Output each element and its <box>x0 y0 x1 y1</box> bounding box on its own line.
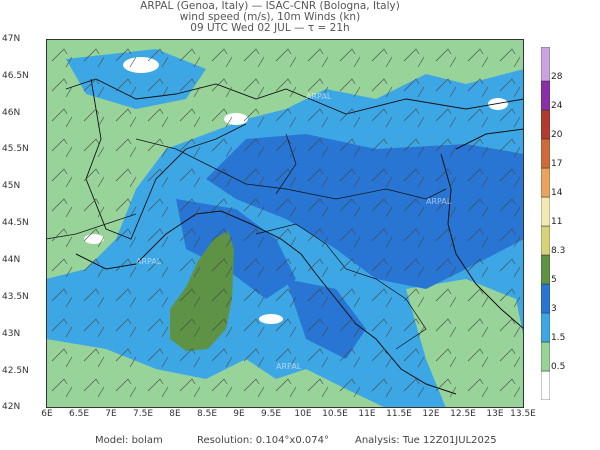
lat-label: 42.5N <box>2 366 29 376</box>
lat-label: 46N <box>2 108 21 118</box>
title-line-2: wind speed (m/s), 10m Winds (kn) <box>179 11 361 23</box>
title-line-3: 09 UTC Wed 02 JUL — τ = 21h <box>190 22 350 34</box>
wind-map: ARPAL ARPAL ARPAL ARPAL <box>46 39 524 408</box>
colorbar-label: 17 <box>551 159 563 169</box>
lon-label: 13.5E <box>510 409 536 419</box>
lon-label: 12.5E <box>450 409 476 419</box>
lat-label: 47N <box>2 34 21 44</box>
lon-label: 12E <box>422 409 440 419</box>
colorbar-label: 5 <box>551 275 557 285</box>
lon-label: 8E <box>169 409 181 419</box>
colorbar <box>541 47 550 400</box>
lon-label: 9E <box>233 409 245 419</box>
lon-label: 11.5E <box>386 409 412 419</box>
lon-label: 13E <box>486 409 504 419</box>
lat-label: 43.5N <box>2 292 29 302</box>
colorbar-bin <box>541 370 550 400</box>
watermark-text: ARPAL <box>136 257 162 266</box>
wind-barbs <box>46 39 524 408</box>
lat-label: 44.5N <box>2 218 29 228</box>
colorbar-label: 11 <box>551 217 563 227</box>
colorbar-bin <box>541 196 550 227</box>
analysis-info: Analysis: Tue 12Z01JUL2025 <box>355 435 497 446</box>
lon-label: 6.5E <box>69 409 89 419</box>
colorbar-bin <box>541 80 550 111</box>
colorbar-bin <box>541 167 550 198</box>
lon-label: 11E <box>358 409 376 419</box>
lat-label: 43N <box>2 329 21 339</box>
model-info: Model: bolam <box>95 435 163 446</box>
watermark-text: ARPAL <box>276 362 302 371</box>
colorbar-bin <box>541 225 550 256</box>
colorbar-label: 28 <box>551 72 563 82</box>
resolution-info: Resolution: 0.104°x0.074° <box>197 435 329 446</box>
lon-label: 10.5E <box>322 409 348 419</box>
colorbar-bin <box>541 341 550 372</box>
lat-label: 45N <box>2 181 21 191</box>
colorbar-label: 1.5 <box>551 333 566 343</box>
colorbar-label: 20 <box>551 130 563 140</box>
lon-label: 6E <box>41 409 53 419</box>
colorbar-label: 0.5 <box>551 362 566 372</box>
colorbar-bin <box>541 312 550 343</box>
lat-label: 42N <box>2 402 21 412</box>
colorbar-bin <box>541 283 550 314</box>
colorbar-bin <box>541 47 550 82</box>
watermark-text: ARPAL <box>426 197 452 206</box>
watermark-text: ARPAL <box>306 92 332 101</box>
colorbar-label: 3 <box>551 304 557 314</box>
title-line-1: ARPAL (Genoa, Italy) — ISAC-CNR (Bologna… <box>140 0 400 12</box>
lat-label: 44N <box>2 255 21 265</box>
colorbar-label: 14 <box>551 188 563 198</box>
lon-label: 10E <box>294 409 312 419</box>
lon-label: 7E <box>105 409 117 419</box>
lat-label: 45.5N <box>2 144 29 154</box>
colorbar-bin <box>541 109 550 140</box>
lon-label: 9.5E <box>261 409 281 419</box>
map-frame <box>46 39 524 408</box>
lon-label: 7.5E <box>133 409 153 419</box>
lon-label: 8.5E <box>197 409 217 419</box>
colorbar-bin <box>541 138 550 169</box>
colorbar-label: 8.3 <box>551 246 566 256</box>
colorbar-label: 24 <box>551 101 563 111</box>
colorbar-bin <box>541 254 550 285</box>
lat-label: 46.5N <box>2 71 29 81</box>
